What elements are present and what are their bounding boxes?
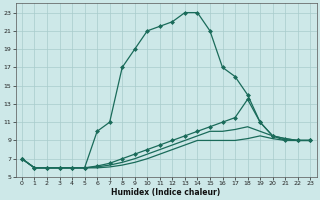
X-axis label: Humidex (Indice chaleur): Humidex (Indice chaleur) [111,188,221,197]
